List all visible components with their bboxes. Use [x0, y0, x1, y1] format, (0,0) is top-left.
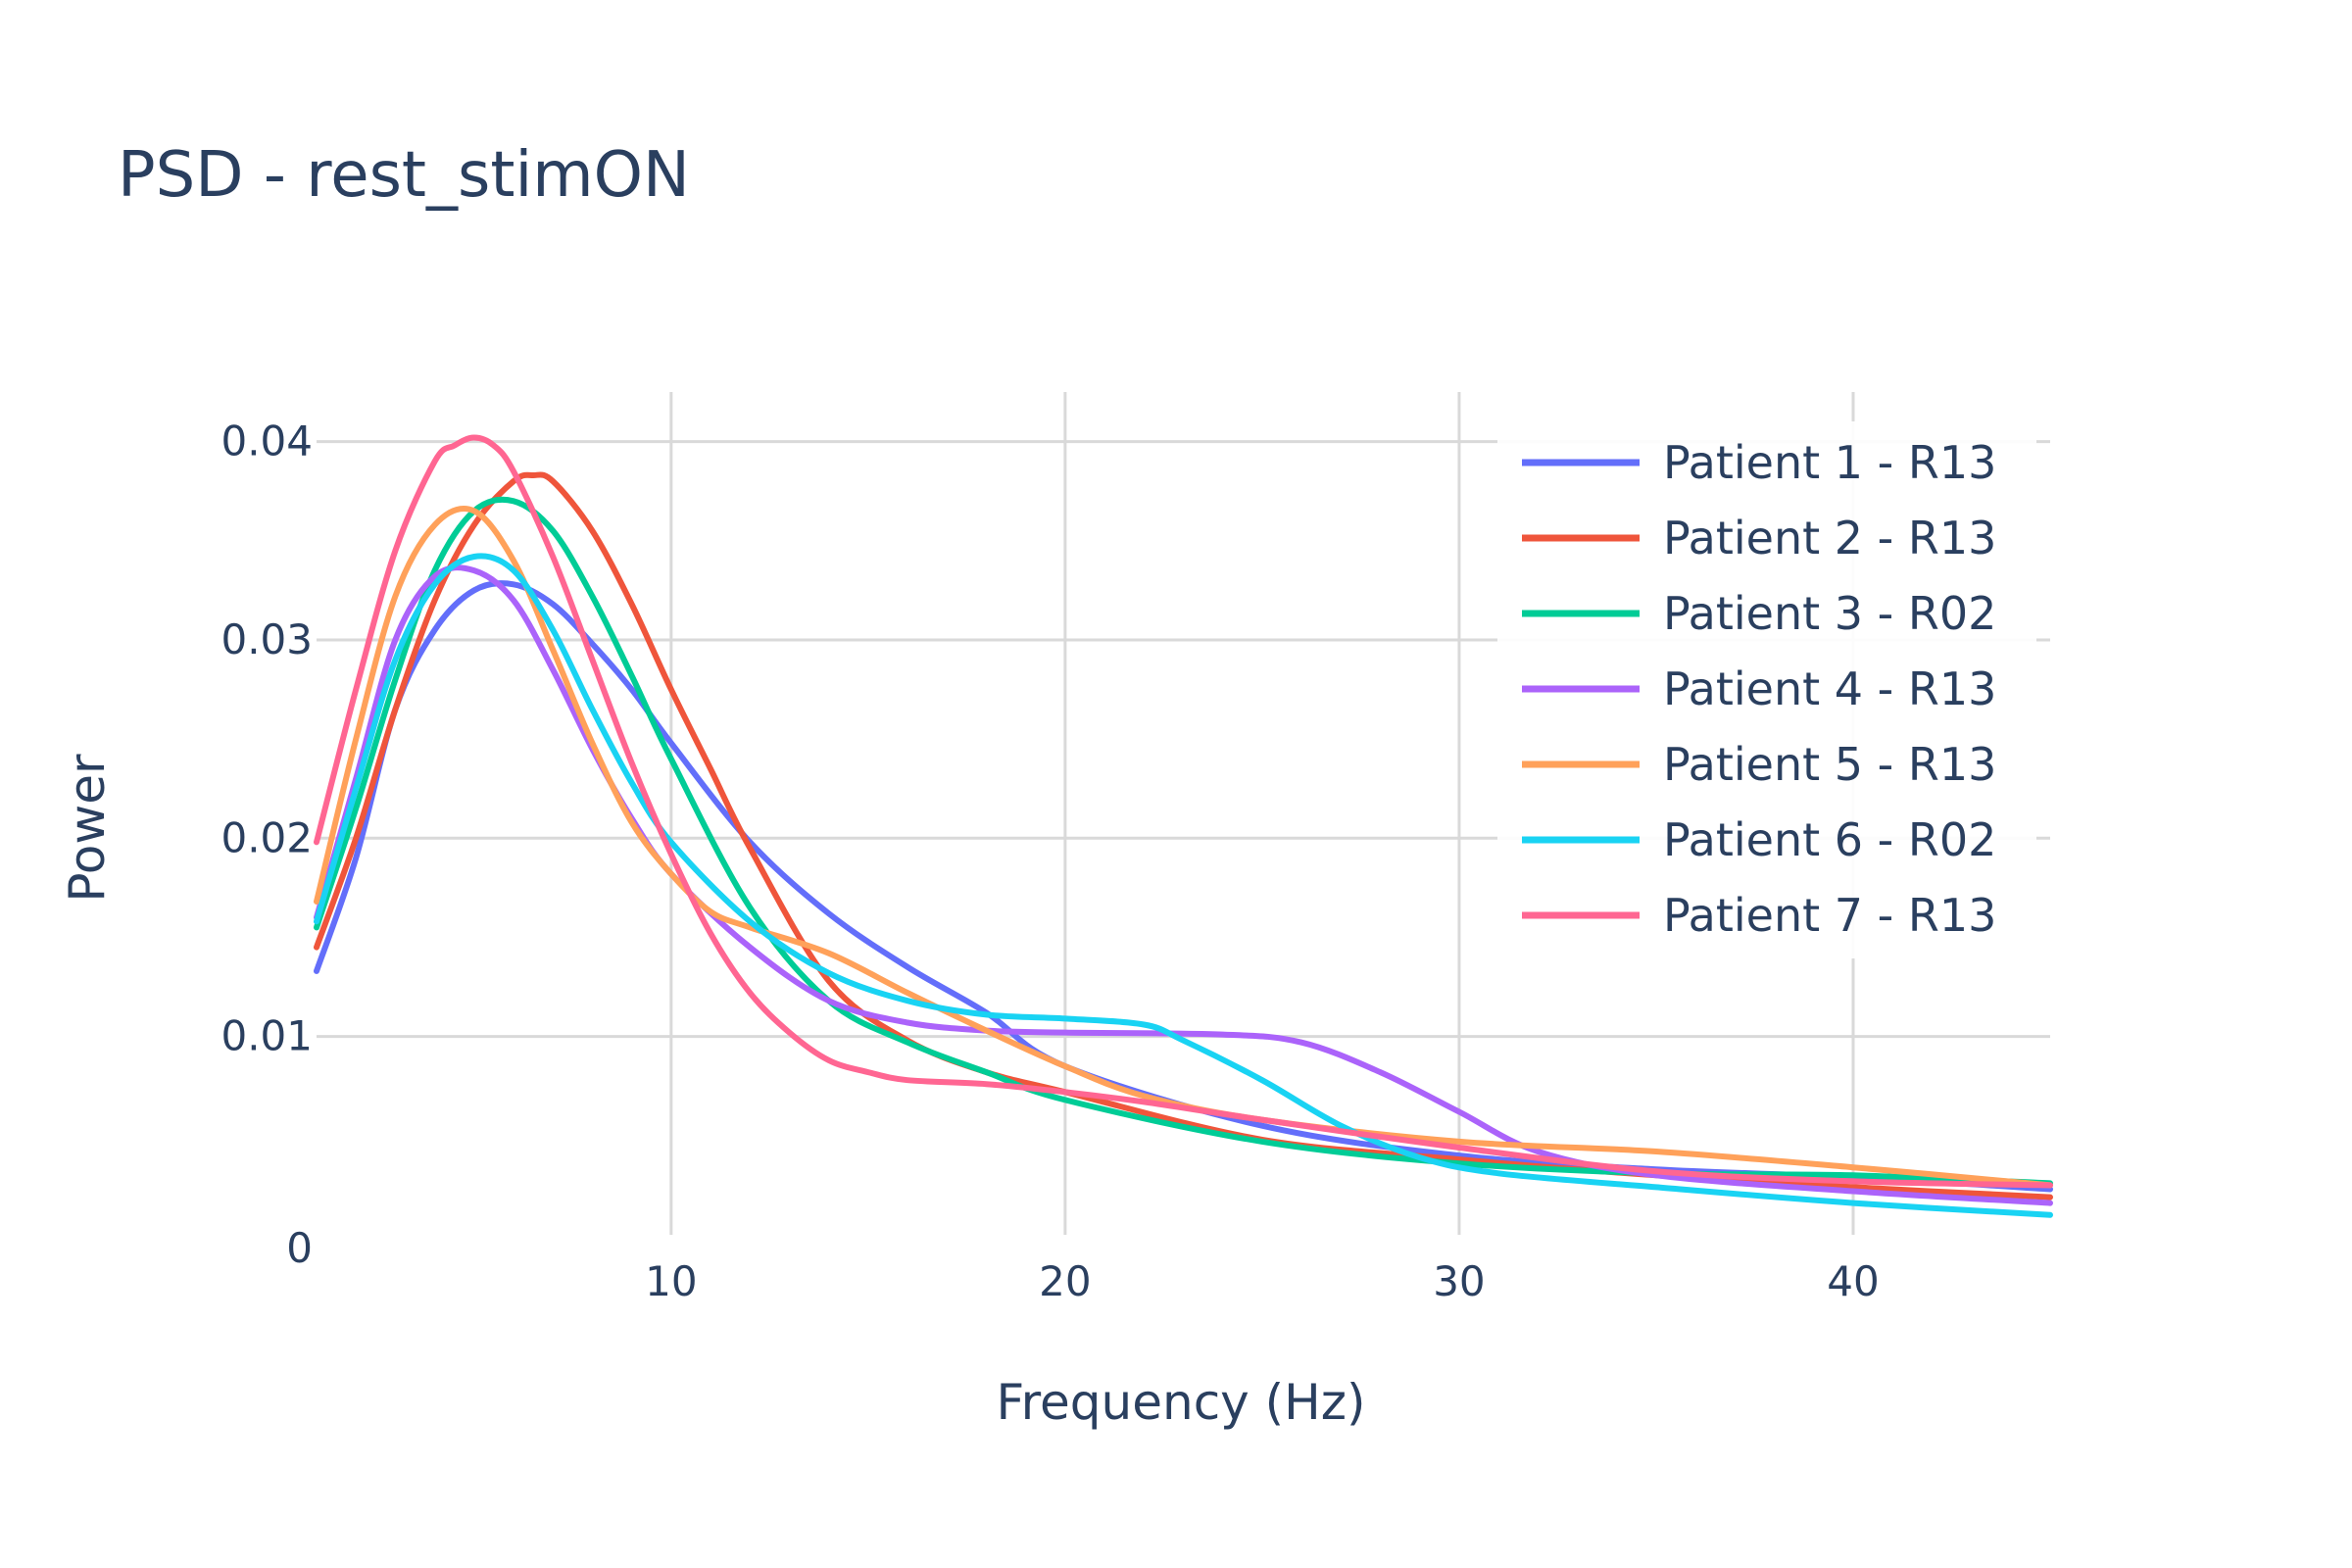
y-tick-label: 0	[286, 1224, 313, 1272]
legend-label: Patient 7 - R13	[1663, 889, 1996, 942]
y-axis-title: Power	[59, 754, 116, 903]
legend[interactable]: Patient 1 - R13 Patient 2 - R13 Patient 3 …	[1497, 421, 2036, 958]
y-tick-label: 0.03	[220, 615, 313, 663]
legend-item-4[interactable]: Patient 4 - R13	[1522, 662, 1996, 715]
legend-label: Patient 4 - R13	[1663, 662, 1996, 715]
y-axis-ticks: 0 0.01 0.02 0.03 0.04	[220, 417, 313, 1272]
legend-item-2[interactable]: Patient 2 - R13	[1522, 512, 1996, 564]
legend-label: Patient 5 - R13	[1663, 738, 1996, 791]
series-line-3	[314, 496, 2053, 1187]
legend-item-7[interactable]: Patient 7 - R13	[1522, 889, 1996, 942]
series-line-2	[314, 471, 2053, 1200]
legend-item-6[interactable]: Patient 6 - R02	[1522, 813, 1996, 866]
x-axis-title: Frequency (Hz)	[996, 1374, 1365, 1431]
x-tick-label: 10	[645, 1257, 697, 1305]
series-line-6	[314, 553, 2053, 1218]
series-line-5	[314, 506, 2053, 1189]
y-tick-label: 0.04	[220, 417, 313, 466]
legend-item-3[interactable]: Patient 3 - R02	[1522, 587, 1996, 640]
series-line-4	[314, 564, 2053, 1206]
legend-item-1[interactable]: Patient 1 - R13	[1522, 436, 1996, 489]
x-tick-label: 20	[1039, 1257, 1091, 1305]
x-tick-label: 30	[1433, 1257, 1485, 1305]
series-line-7	[314, 434, 2053, 1189]
chart-title: PSD - rest_stimON	[118, 139, 690, 212]
legend-label: Patient 1 - R13	[1663, 436, 1996, 489]
legend-label: Patient 3 - R02	[1663, 587, 1996, 640]
legend-label: Patient 6 - R02	[1663, 813, 1996, 866]
y-tick-label: 0.02	[220, 813, 313, 861]
series-lines	[314, 434, 2053, 1218]
legend-item-5[interactable]: Patient 5 - R13	[1522, 738, 1996, 791]
y-tick-label: 0.01	[220, 1012, 313, 1060]
x-axis-ticks: 10 20 30 40	[645, 1257, 1880, 1305]
legend-label: Patient 2 - R13	[1663, 512, 1996, 564]
x-tick-label: 40	[1827, 1257, 1879, 1305]
